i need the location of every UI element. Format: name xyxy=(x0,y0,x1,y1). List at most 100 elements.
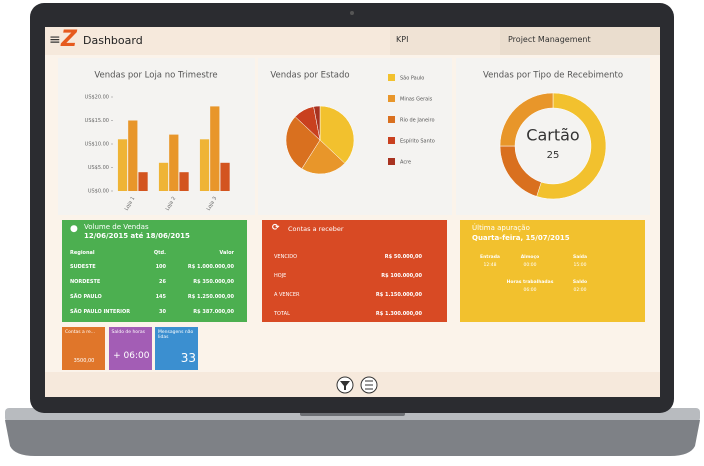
y-tick-label: US$20.00 xyxy=(85,95,109,101)
bar xyxy=(179,172,189,191)
y-tick-label: US$5.00 xyxy=(88,165,109,171)
row-label: A VENCER xyxy=(274,292,300,298)
chart-title: Vendas por Estado xyxy=(270,71,349,81)
card-date: Quarta-feira, 15/07/2015 xyxy=(472,234,570,242)
field-label: Horas trabalhadas xyxy=(506,280,554,285)
tile[interactable]: Saldo de horas + 06:00 xyxy=(108,327,152,370)
tile-value: + 06:00 xyxy=(113,351,150,361)
column-header: Qtd. xyxy=(153,250,166,256)
chart-title: Vendas por Loja no Trimestre xyxy=(94,71,217,81)
legend-swatch xyxy=(388,116,395,123)
legend-label: Acre xyxy=(400,160,411,166)
table-cell: 26 xyxy=(159,279,166,285)
table-cell: SUDESTE xyxy=(70,264,96,270)
list-icon xyxy=(365,380,373,390)
table-cell: SÃO PAULO xyxy=(70,294,102,300)
laptop-base xyxy=(5,420,700,456)
field-value: 06:00 xyxy=(523,288,537,293)
tile-title: Mensagens não lidas xyxy=(158,330,194,340)
table-cell: R$ 387.000,00 xyxy=(193,309,234,315)
bar xyxy=(128,120,138,191)
tile[interactable]: Mensagens não lidas 33 xyxy=(155,327,198,370)
time-card: Última apuração Quarta-feira, 15/07/2015 E… xyxy=(460,220,645,322)
donut-segment xyxy=(499,145,542,197)
pie-slice xyxy=(319,105,355,164)
field-label: Entrada xyxy=(480,255,500,260)
pie-chart: Vendas por Estado São Paulo Minas Gerais Ri… xyxy=(258,58,452,215)
table-cell: R$ 1.000.000,00 xyxy=(187,264,234,270)
legend-label: São Paulo xyxy=(400,76,424,82)
table-cell: 30 xyxy=(159,309,166,315)
field-value: 00:00 xyxy=(523,263,537,268)
x-tick-label: Loja 2 xyxy=(165,196,178,212)
field-value: 12:48 xyxy=(483,263,497,268)
tab[interactable]: Project Management xyxy=(500,27,660,55)
pie-slice xyxy=(285,116,321,170)
column-header: Regional xyxy=(70,250,95,256)
tile-value: 33 xyxy=(180,351,196,365)
y-tick-label: US$0.00 xyxy=(88,189,109,195)
camera xyxy=(350,11,354,15)
card-title: Contas a receber xyxy=(288,225,344,233)
card-period: 12/06/2015 até 18/06/2015 xyxy=(84,232,190,240)
x-tick-label: Loja 1 xyxy=(124,196,137,212)
filter-icon xyxy=(340,381,350,390)
field-value: 15:00 xyxy=(573,263,587,268)
bar xyxy=(210,106,220,191)
tile-value: 3500,00 xyxy=(73,358,95,364)
card-title: Volume de Vendas xyxy=(84,223,149,231)
card-icon: ● xyxy=(70,224,78,234)
bar xyxy=(138,172,148,191)
legend-label: Rio de Janeiro xyxy=(400,118,435,124)
table-cell: 100 xyxy=(155,264,166,270)
row-value: R$ 1.300.000,00 xyxy=(375,311,422,317)
field-label: Almoço xyxy=(520,255,540,260)
column-header: Valor xyxy=(219,250,234,256)
table-cell: R$ 350.000,00 xyxy=(193,279,234,285)
y-tick-label: US$15.00 xyxy=(85,118,109,124)
legend-swatch xyxy=(388,74,395,81)
table-cell: R$ 1.250.000,00 xyxy=(187,294,234,300)
pie-slice xyxy=(301,139,346,175)
menu-button[interactable]: ≡ xyxy=(49,32,61,48)
tab[interactable]: KPI xyxy=(390,27,500,55)
legend-label: Minas Gerais xyxy=(400,97,433,103)
page-title: Dashboard xyxy=(83,34,143,47)
field-label: Saída xyxy=(572,255,588,260)
tile-title: Contas a re... xyxy=(65,330,96,335)
donut-segment xyxy=(499,92,554,147)
bar xyxy=(169,134,179,191)
bar xyxy=(199,139,210,191)
table-cell: 145 xyxy=(155,294,166,300)
card-title: Última apuração xyxy=(472,224,530,232)
pie-slice xyxy=(313,105,321,141)
field-label: Saldo xyxy=(572,280,588,285)
center-label: Cartão xyxy=(526,126,579,145)
legend-label: Espírito Santo xyxy=(400,138,435,145)
row-label: VENCIDO xyxy=(274,254,298,260)
row-value: R$ 50.000,00 xyxy=(384,254,422,260)
tile-title: Saldo de horas xyxy=(111,330,146,335)
donut-segment xyxy=(536,92,607,200)
row-value: R$ 100.000,00 xyxy=(381,273,422,279)
sales-card: ● Volume de Vendas 12/06/2015 até 18/06/20… xyxy=(62,220,247,322)
table-cell: NORDESTE xyxy=(70,279,101,285)
table-cell: SÃO PAULO INTERIOR xyxy=(70,309,131,315)
tile[interactable]: Contas a re... 3500,00 xyxy=(62,327,105,370)
bar xyxy=(158,162,169,191)
bar xyxy=(220,162,230,191)
donut-chart: Vendas por Tipo de Recebimento Cartão 25 xyxy=(456,58,650,215)
chart-title: Vendas por Tipo de Recebimento xyxy=(483,71,623,81)
row-value: R$ 1.150.000,00 xyxy=(375,292,422,298)
receivables-card: ⟳ Contas a receber VENCIDO R$ 50.000,00 HOJE… xyxy=(262,220,447,322)
field-value: 02:00 xyxy=(573,288,587,293)
bar-chart: Vendas por Loja no Trimestre US$0.00 US$5.… xyxy=(58,58,255,215)
row-label: HOJE xyxy=(274,273,287,279)
legend-swatch xyxy=(388,137,395,144)
legend-swatch xyxy=(388,95,395,102)
bar xyxy=(117,139,128,191)
center-value: 25 xyxy=(547,150,560,161)
legend-swatch xyxy=(388,158,395,165)
header: ≡ Z Dashboard KPI Project Management xyxy=(45,27,660,55)
